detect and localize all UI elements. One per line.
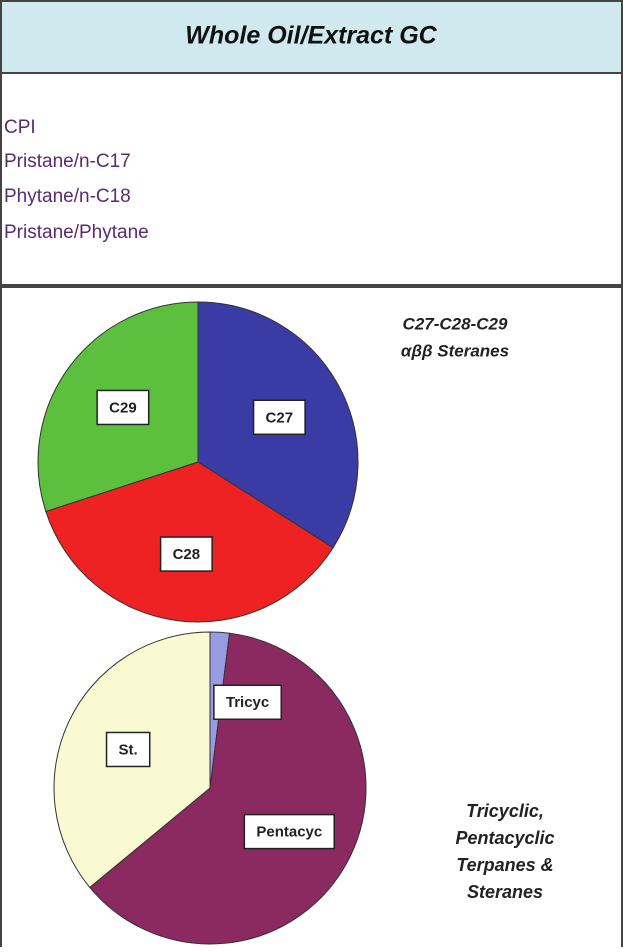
chart-title: Pentacyclic xyxy=(455,828,554,848)
slice-label: C29 xyxy=(109,399,137,416)
slice-label-box xyxy=(159,536,213,572)
slice-label: C27 xyxy=(266,409,294,426)
parameters-box xyxy=(0,72,623,286)
slice-label-box xyxy=(105,731,151,768)
slice-label-box xyxy=(243,813,335,850)
chart-title: Steranes xyxy=(467,882,543,902)
slice-label: St. xyxy=(119,741,138,758)
parameter: Phytane/n-C18 xyxy=(4,186,131,207)
parameter: Pristane/Phytane xyxy=(4,222,149,243)
chart-title: Terpanes & xyxy=(456,855,553,875)
slice-label-box xyxy=(213,684,282,721)
chart-title: C27-C28-C29 xyxy=(403,314,508,333)
slice-label-box xyxy=(252,399,306,436)
chart-title: αββ Steranes xyxy=(401,341,509,360)
header-title: Whole Oil/Extract GC xyxy=(185,22,437,50)
slice-label: Pentacyc xyxy=(256,824,322,841)
header-box xyxy=(0,0,623,74)
slice-label: Tricyc xyxy=(226,694,269,711)
slice-label-box xyxy=(96,389,150,426)
parameter: CPI xyxy=(4,117,36,138)
slice-label: C28 xyxy=(173,546,201,563)
chart-title: Tricyclic, xyxy=(466,801,544,821)
pie-slice xyxy=(89,632,367,945)
parameter: Pristane/n-C17 xyxy=(4,151,131,172)
